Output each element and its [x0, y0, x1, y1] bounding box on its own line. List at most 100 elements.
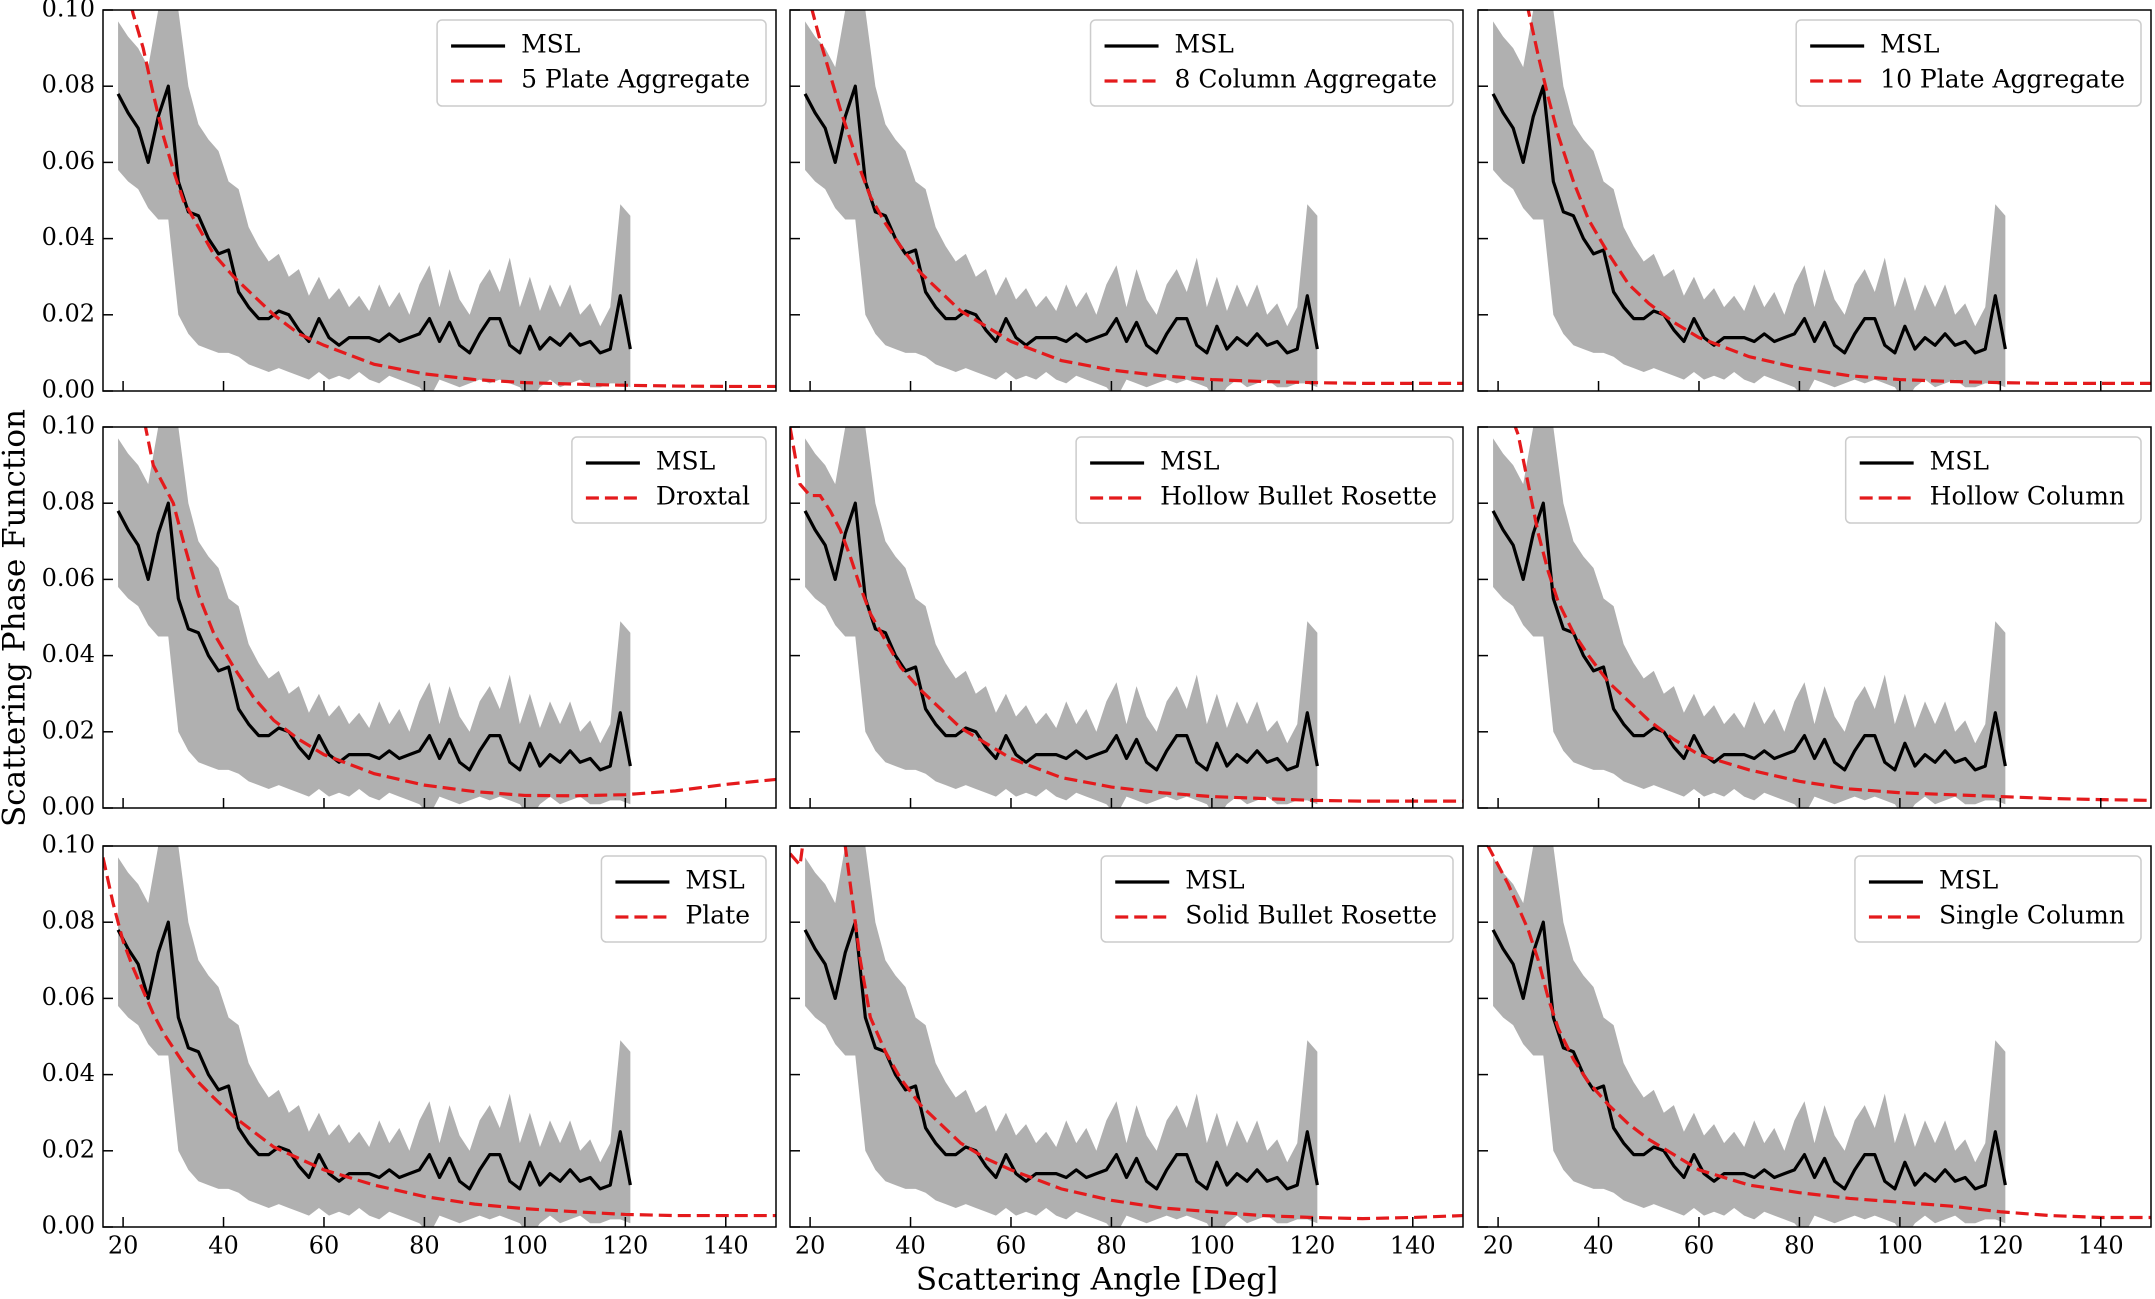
- y-tick-label: 0.10: [42, 0, 95, 23]
- msl-line: [1491, 84, 2007, 355]
- spread-band: [805, 846, 1318, 1227]
- y-tick-label: 0.08: [42, 907, 95, 935]
- legend-label: MSL: [1185, 866, 1244, 895]
- model-line: [790, 846, 1463, 1221]
- y-tick-label: 0.10: [42, 831, 95, 859]
- axes-frame: [789, 9, 1464, 392]
- msl-line: [116, 501, 632, 772]
- legend-label: MSL: [1939, 866, 1998, 895]
- spread-band: [1493, 427, 2006, 808]
- legend: MSL Single Column: [1854, 855, 2142, 943]
- spread-band: [118, 10, 631, 391]
- legend-label: Droxtal: [656, 482, 750, 511]
- legend-box: [1100, 855, 1454, 943]
- y-tick-label: 0.04: [42, 640, 95, 668]
- plot-area: [116, 10, 776, 391]
- msl-line: [1491, 501, 2007, 772]
- legend: MSL Plate: [600, 855, 767, 943]
- model-line: [1486, 846, 2151, 1220]
- legend-box: [571, 436, 767, 524]
- spread-band: [1493, 10, 2006, 391]
- plot-area: [1486, 846, 2151, 1227]
- msl-line: [116, 84, 632, 355]
- x-tick-label: 80: [1096, 1232, 1127, 1260]
- y-tick-label: 0.02: [42, 1135, 95, 1163]
- x-tick-label: 40: [1583, 1232, 1614, 1260]
- x-tick-label: 20: [795, 1232, 826, 1260]
- plot-area: [1491, 10, 2151, 391]
- panel: MSL 10 Plate Aggregate: [1477, 9, 2152, 392]
- legend: MSL Hollow Column: [1844, 436, 2142, 524]
- axes-frame: [102, 845, 777, 1228]
- y-tick-label: 0.08: [42, 488, 95, 516]
- legend-box: [1089, 19, 1454, 107]
- x-tick-label: 140: [2078, 1232, 2124, 1260]
- legend-label: MSL: [1880, 30, 1939, 59]
- x-tick-label: 140: [703, 1232, 749, 1260]
- model-line: [1513, 427, 2151, 802]
- x-tick-label: 100: [1877, 1232, 1923, 1260]
- x-tick-label: 100: [1189, 1232, 1235, 1260]
- legend-label: 5 Plate Aggregate: [521, 65, 750, 94]
- axes-frame: [789, 426, 1464, 809]
- legend: MSL Solid Bullet Rosette: [1100, 855, 1454, 943]
- msl-line: [803, 920, 1319, 1191]
- legend-label: 8 Column Aggregate: [1175, 65, 1437, 94]
- model-line: [130, 10, 776, 389]
- x-tick-label: 40: [208, 1232, 239, 1260]
- y-tick-label: 0.06: [42, 147, 95, 175]
- panel: 20 40 60 80 100 120 140 0.00 0.02 0.04 0.06 0.08 0.1…: [42, 831, 777, 1260]
- legend-label: Single Column: [1939, 901, 2125, 930]
- panel: 0.00 0.02 0.04 0.06 0.08 0.10 MSL 5 Plate Aggre…: [42, 0, 777, 404]
- x-tick-label: 120: [1977, 1232, 2023, 1260]
- y-tick-label: 0.10: [42, 412, 95, 440]
- panel: MSL 8 Column Aggregate: [789, 9, 1464, 392]
- plot-area: [1491, 427, 2151, 808]
- x-tick-label: 120: [602, 1232, 648, 1260]
- model-line: [790, 427, 1463, 803]
- panel: 0.00 0.02 0.04 0.06 0.08 0.10 MSL Droxtal: [42, 412, 777, 821]
- legend: MSL 5 Plate Aggregate: [436, 19, 767, 107]
- y-tick-label: 0.08: [42, 71, 95, 99]
- x-tick-label: 100: [502, 1232, 548, 1260]
- legend-box: [436, 19, 767, 107]
- spread-band: [805, 10, 1318, 391]
- legend-label: MSL: [685, 866, 744, 895]
- y-tick-label: 0.04: [42, 1059, 95, 1087]
- axes-frame: [1477, 426, 2152, 809]
- msl-line: [803, 84, 1319, 355]
- axes-frame: [1477, 845, 2152, 1228]
- legend-label: Solid Bullet Rosette: [1185, 901, 1437, 930]
- model-line: [103, 857, 776, 1218]
- legend-box: [1854, 855, 2142, 943]
- y-tick-label: 0.06: [42, 564, 95, 592]
- legend: MSL 8 Column Aggregate: [1089, 19, 1454, 107]
- legend-box: [600, 855, 767, 943]
- legend-label: MSL: [1160, 447, 1219, 476]
- legend-label: MSL: [1175, 30, 1234, 59]
- panel: 20 40 60 80 100 120 140 MSL Single Column: [1477, 845, 2152, 1260]
- x-tick-label: 80: [1784, 1232, 1815, 1260]
- spread-band: [805, 427, 1318, 808]
- plot-area: [103, 846, 776, 1227]
- spread-band: [1493, 846, 2006, 1227]
- x-tick-label: 120: [1289, 1232, 1335, 1260]
- y-tick-label: 0.04: [42, 223, 95, 251]
- x-tick-label: 60: [1684, 1232, 1715, 1260]
- x-tick-label: 20: [108, 1232, 139, 1260]
- legend-label: Hollow Bullet Rosette: [1160, 482, 1437, 511]
- legend-label: Plate: [685, 901, 750, 930]
- msl-line: [116, 920, 632, 1191]
- panel: MSL Hollow Column: [1477, 426, 2152, 809]
- axes-frame: [789, 845, 1464, 1228]
- x-tick-label: 40: [895, 1232, 926, 1260]
- x-axis-label: Scattering Angle [Deg]: [916, 1262, 1278, 1298]
- legend-box: [1844, 436, 2142, 524]
- y-tick-label: 0.00: [42, 1212, 95, 1240]
- x-tick-label: 20: [1483, 1232, 1514, 1260]
- y-tick-label: 0.02: [42, 299, 95, 327]
- y-tick-label: 0.00: [42, 793, 95, 821]
- legend-box: [1075, 436, 1454, 524]
- x-tick-label: 60: [309, 1232, 340, 1260]
